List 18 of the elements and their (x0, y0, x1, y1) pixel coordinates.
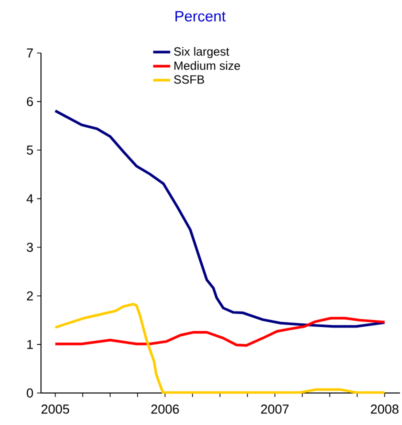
x-tick-label: 2008 (370, 404, 398, 414)
x-tick-label: 2006 (151, 404, 179, 414)
y-tick-label: 6 (26, 96, 33, 106)
y-tick-label: 4 (26, 194, 34, 204)
y-tick-label: 0 (26, 388, 33, 398)
legend-label: SSFB (174, 75, 204, 84)
y-tick-label: 7 (26, 48, 33, 58)
line-series (54, 316, 386, 347)
chart-title: Percent (176, 11, 226, 22)
y-tick-label: 3 (26, 242, 33, 252)
legend-label: Six largest (174, 46, 230, 58)
y-tick-label: 1 (27, 340, 33, 349)
y-tick-label: 2 (26, 291, 33, 300)
x-tick-label: 2007 (261, 404, 289, 414)
line-series (54, 110, 386, 328)
y-tick-label: 5 (26, 146, 33, 155)
x-tick-label: 2005 (42, 404, 70, 414)
legend-label: Medium size (174, 61, 240, 70)
